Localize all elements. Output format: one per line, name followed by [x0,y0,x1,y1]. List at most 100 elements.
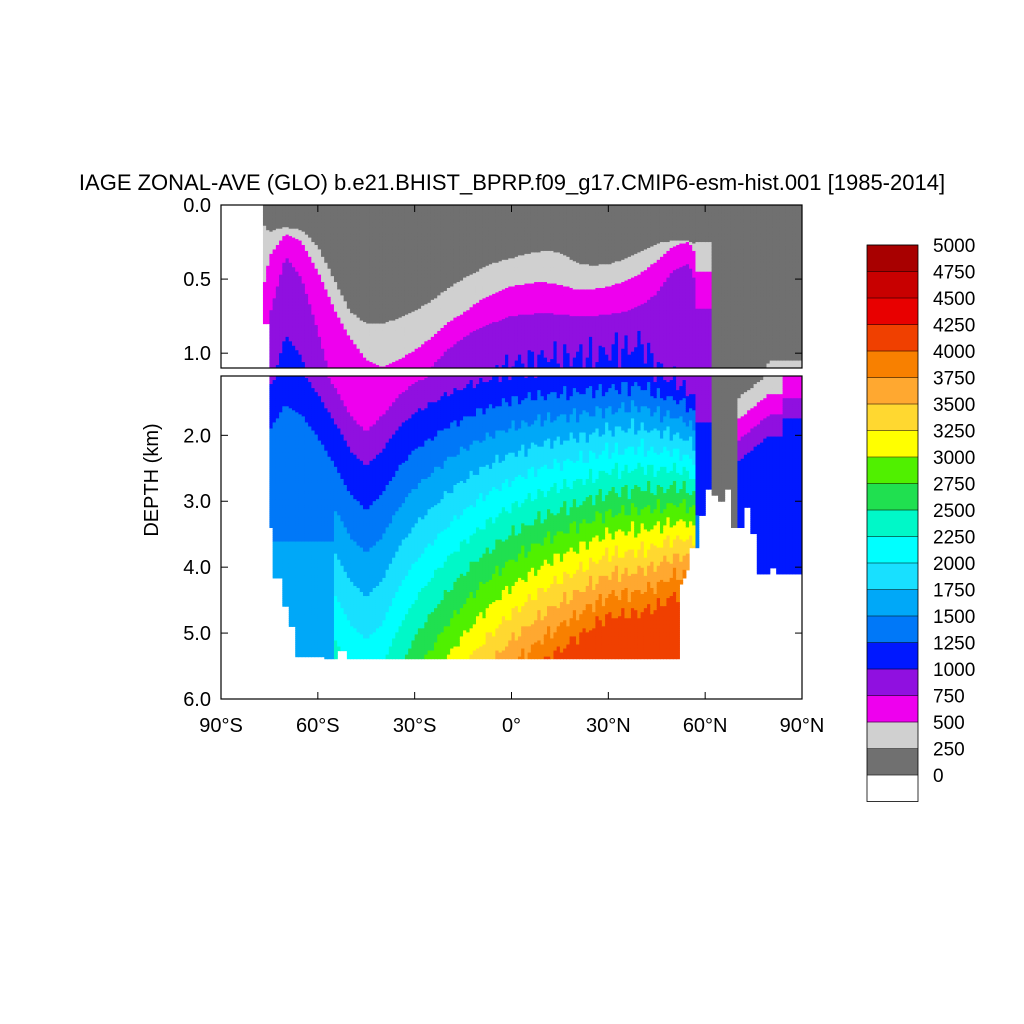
contour-cell [269,326,274,329]
contour-cell [285,310,290,313]
contour-cell [295,323,300,326]
contour-cell [275,351,280,354]
contour-cell [285,285,290,288]
contour-cell [288,216,293,219]
contour-cell [288,363,293,366]
contour-cell [282,279,287,282]
contour-cell [282,282,287,285]
contour-cell [285,242,290,245]
contour-cell [282,320,287,323]
contour-cell [272,310,277,313]
contour-cell [295,289,300,292]
contour-cell [262,231,267,234]
contour-cell [295,252,300,255]
contour-cell [311,206,316,209]
contour-cell [262,319,267,322]
contour-cell [288,271,293,274]
contour-cell [282,233,287,236]
contour-cell [308,249,312,252]
contour-cell [317,341,322,344]
contour-cell [308,262,312,265]
contour-cell [292,227,296,230]
contour-cell [308,265,312,268]
contour-cell [304,327,309,331]
contour-cell [288,341,293,344]
contour-cell [285,335,290,338]
contour-cell [272,356,277,359]
contour-cell [269,302,274,305]
contour-cell [298,279,303,282]
contour-cell [321,289,325,292]
contour-cell [308,287,312,291]
contour-cell [317,301,322,304]
contour-cell [288,344,293,347]
contour-cell [304,242,309,245]
contour-cell [317,250,322,254]
contour-cell [292,310,296,313]
contour-cell [321,276,325,279]
contour-cell [304,234,309,237]
contour-cell [295,271,300,274]
contour-cell [321,218,325,221]
contour-cell [298,305,303,308]
contour-cell [285,317,290,320]
contour-cell [288,227,293,230]
contour-cell [295,283,300,286]
contour-cell [262,221,267,224]
contour-cell [301,341,306,344]
contour-cell [324,255,329,258]
contour-cell [266,216,271,219]
contour-cell [314,270,319,273]
contour-cell [308,280,312,283]
contour-cell [324,267,329,270]
contour-cell [266,225,271,228]
contour-cell [308,216,312,219]
contour-cell [308,323,312,326]
contour-cell [285,304,290,307]
contour-cell [298,243,303,246]
contour-cell [317,322,322,325]
contour-cell [285,283,290,286]
contour-cell [288,279,293,282]
contour-cell [301,234,306,237]
contour-cell [292,243,296,246]
contour-cell [285,253,290,256]
contour-cell [275,242,280,245]
contour-cell [269,325,274,328]
contour-cell [298,366,303,368]
contour-cell [298,282,303,285]
contour-cell [321,258,325,261]
contour-cell [324,250,329,254]
contour-cell [292,215,296,218]
contour-cell [282,286,287,289]
contour-cell [324,258,329,261]
contour-cell [304,323,309,326]
contour-cell [314,344,319,347]
contour-cell [272,237,277,240]
contour-cell [279,308,283,311]
contour-cell [298,228,303,231]
contour-cell [308,239,312,242]
contour-cell [317,354,322,357]
contour-cell [282,322,287,325]
contour-cell [301,206,306,209]
contour-cell [262,286,267,289]
contour-cell [262,296,267,299]
contour-cell [266,264,271,267]
contour-cell [292,219,296,222]
contour-cell [321,360,325,363]
contour-cell [317,313,322,316]
contour-cell [285,301,290,304]
contour-cell [279,276,283,279]
contour-cell [324,221,329,224]
contour-cell [308,304,312,307]
contour-cell [292,240,296,243]
contour-cell [314,307,319,310]
contour-cell [272,265,277,268]
contour-cell [272,249,277,252]
contour-cell [295,304,300,307]
contour-cell [288,213,293,216]
contour-cell [314,234,319,237]
contour-cell [295,224,300,227]
contour-cell [269,304,274,307]
